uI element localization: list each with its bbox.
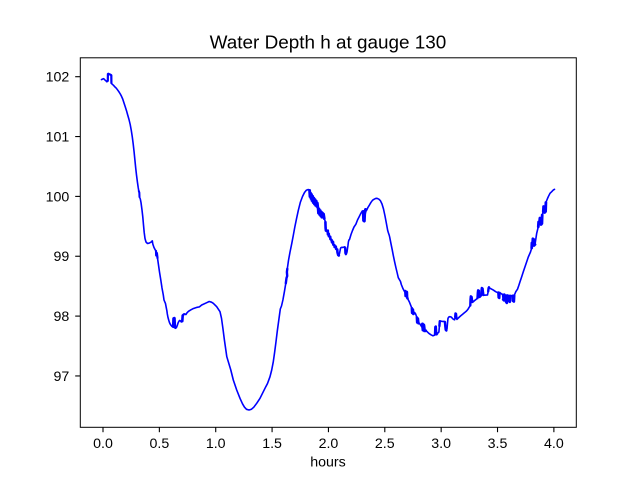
svg-text:Water Depth h at gauge 130: Water Depth h at gauge 130 xyxy=(210,32,447,53)
svg-text:3.5: 3.5 xyxy=(488,436,508,452)
svg-text:2.5: 2.5 xyxy=(375,436,395,452)
svg-text:100: 100 xyxy=(46,189,70,205)
svg-text:2.0: 2.0 xyxy=(319,436,339,452)
svg-text:4.0: 4.0 xyxy=(544,436,564,452)
svg-text:1.5: 1.5 xyxy=(262,436,282,452)
svg-text:0.0: 0.0 xyxy=(93,436,113,452)
svg-text:98: 98 xyxy=(54,309,70,325)
svg-text:1.0: 1.0 xyxy=(206,436,226,452)
svg-text:102: 102 xyxy=(46,70,70,86)
svg-text:101: 101 xyxy=(46,129,70,145)
svg-text:99: 99 xyxy=(54,249,70,265)
svg-text:0.5: 0.5 xyxy=(149,436,169,452)
svg-text:hours: hours xyxy=(310,455,346,471)
svg-text:97: 97 xyxy=(54,369,70,385)
svg-text:3.0: 3.0 xyxy=(431,436,451,452)
